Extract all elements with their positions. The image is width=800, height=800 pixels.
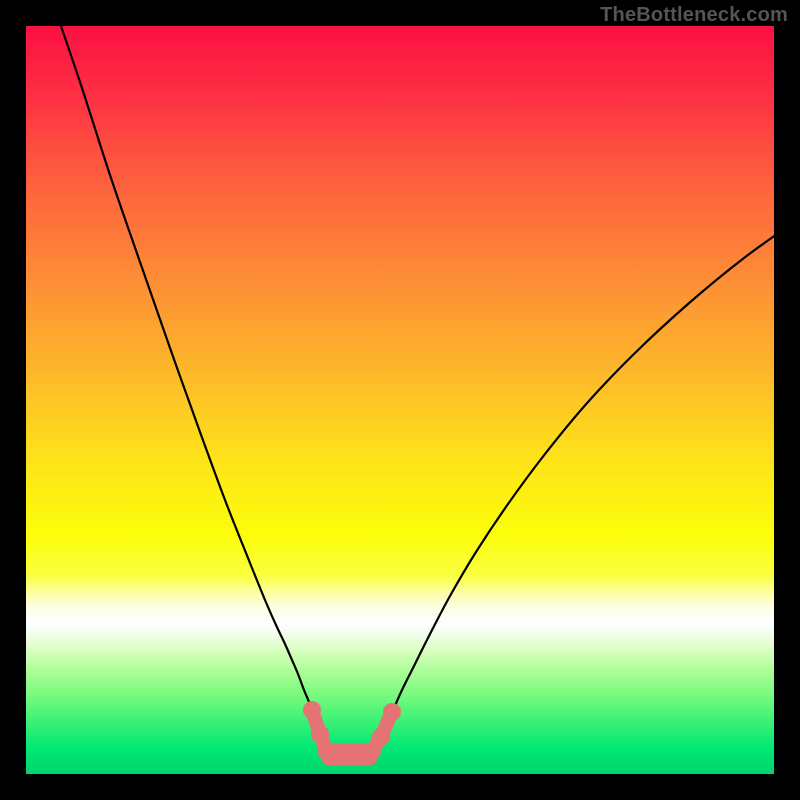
highlight-dot <box>372 728 390 746</box>
highlight-dot <box>303 701 321 719</box>
highlight-dot <box>383 703 401 721</box>
watermark-label: TheBottleneck.com <box>600 4 788 27</box>
outer-border <box>0 0 800 800</box>
curve-layer <box>0 0 800 800</box>
bottleneck-curve <box>52 0 800 760</box>
chart-frame: TheBottleneck.com <box>0 0 800 800</box>
highlight-dot <box>317 741 335 759</box>
highlight-dot <box>311 725 329 743</box>
highlight-markers <box>303 701 401 760</box>
